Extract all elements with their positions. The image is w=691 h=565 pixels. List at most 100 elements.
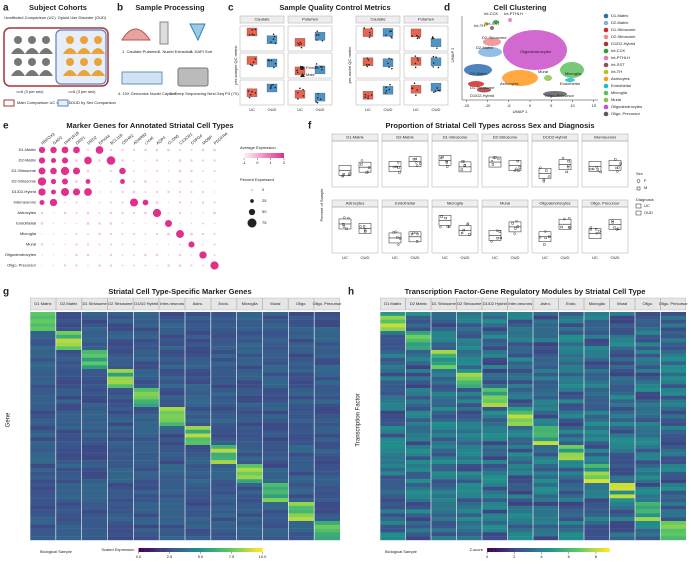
- cell: [55, 312, 82, 316]
- point: [513, 232, 516, 235]
- cell: [456, 388, 482, 392]
- cell: [533, 445, 559, 449]
- gene-label: GAD2: [52, 134, 64, 145]
- cell: [81, 475, 108, 480]
- cell: [236, 372, 263, 377]
- cell: [635, 452, 661, 457]
- cell: [558, 479, 584, 484]
- cell: [584, 342, 610, 347]
- point: [368, 63, 370, 66]
- cell: [507, 312, 533, 316]
- dot: [202, 264, 204, 267]
- cell: [30, 342, 56, 347]
- cell: [482, 460, 508, 465]
- cell: [482, 334, 508, 339]
- cell: [55, 407, 82, 411]
- cell: [81, 338, 108, 343]
- cell: [210, 509, 237, 514]
- dot: [155, 190, 159, 194]
- cell: [558, 361, 584, 366]
- cell: [236, 380, 263, 385]
- cell: [533, 338, 559, 343]
- cell: [55, 361, 82, 366]
- cell: [81, 494, 108, 499]
- facet-label: Putamen: [418, 17, 434, 22]
- cell: [262, 521, 289, 525]
- cell: [288, 509, 315, 514]
- cell: [159, 452, 185, 457]
- cell: [262, 334, 289, 339]
- cell: [558, 357, 584, 362]
- cohort-n: n=6 (3 per sex): [16, 89, 44, 94]
- cell: [159, 327, 185, 332]
- cell: [609, 376, 635, 381]
- cell: [507, 376, 533, 381]
- cell: [81, 437, 108, 442]
- cell: [405, 372, 431, 377]
- cell: [482, 357, 508, 362]
- point: [616, 170, 619, 173]
- cell: [405, 498, 431, 503]
- cell: [210, 410, 237, 415]
- point: [411, 87, 413, 90]
- cell: [262, 353, 289, 358]
- cell: [133, 410, 160, 415]
- cell: [609, 334, 635, 339]
- cell: [236, 327, 263, 332]
- cell: [558, 498, 584, 503]
- person: [77, 48, 91, 54]
- legend-text: UC: [644, 203, 650, 208]
- cell: [507, 502, 533, 506]
- cell: [159, 528, 185, 533]
- cell: [507, 445, 533, 449]
- cell: [262, 524, 289, 529]
- person: [91, 70, 105, 76]
- dot: [155, 169, 159, 173]
- cell: [107, 498, 134, 503]
- cell: [533, 505, 559, 510]
- cell: [288, 410, 315, 415]
- legend-text: F: [644, 178, 647, 183]
- cell: [236, 346, 263, 351]
- dot: [132, 232, 136, 236]
- legend-key: [636, 186, 641, 191]
- cell: [236, 437, 263, 442]
- x-tick-label: UC: [542, 255, 548, 260]
- cell: [30, 353, 56, 358]
- box: [294, 90, 306, 99]
- point: [416, 232, 419, 236]
- cell: [507, 464, 533, 468]
- y-label: Transcription Factor: [356, 393, 362, 446]
- cell: [431, 365, 457, 370]
- point: [297, 91, 299, 94]
- cell: [262, 479, 289, 484]
- cell: [635, 399, 661, 404]
- cell: [30, 399, 56, 404]
- cell: [262, 456, 289, 461]
- cell: [107, 490, 134, 495]
- cell: [456, 353, 482, 358]
- cell: [558, 338, 584, 343]
- cell: [482, 361, 508, 366]
- cell: [609, 475, 635, 480]
- facet-label: D2-Striosome: [493, 135, 518, 140]
- cell: [314, 410, 340, 415]
- cell: [159, 365, 185, 370]
- colorbar: [163, 548, 167, 552]
- cell: [533, 475, 559, 480]
- cell: [159, 448, 185, 453]
- column-header: [133, 297, 160, 311]
- cell: [456, 334, 482, 339]
- cell: [507, 429, 533, 434]
- cell: [81, 342, 108, 347]
- cell: [533, 494, 559, 499]
- cell: [584, 376, 610, 381]
- cell: [609, 338, 635, 343]
- dot: [61, 146, 69, 154]
- cell: [185, 445, 211, 449]
- colorbar: [234, 548, 238, 552]
- dot: [201, 190, 205, 194]
- cell: [431, 441, 457, 446]
- cell: [288, 361, 315, 366]
- dot: [41, 254, 43, 256]
